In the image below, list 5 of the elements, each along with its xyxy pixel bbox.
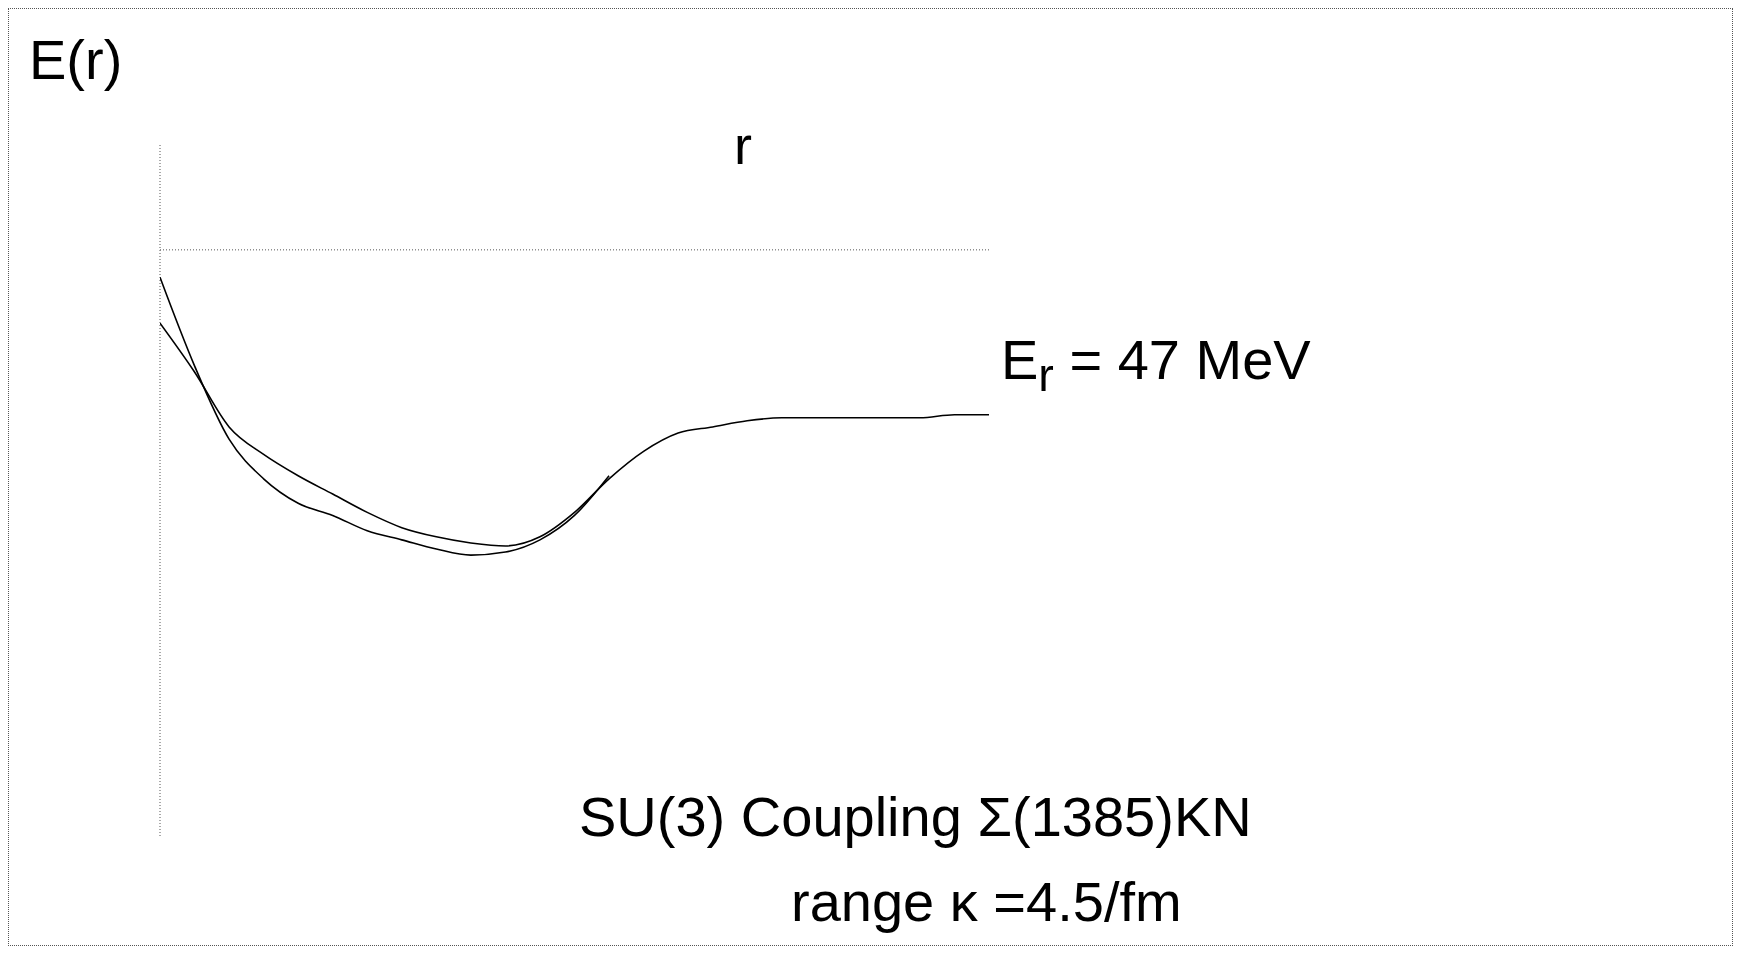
text: range κ =4.5/fm [791,869,1182,934]
text: E$_{r}$ = 47 MeV [1001,327,1311,403]
y-axis-title: E(r) [29,27,123,92]
text: SU(3) Coupling Σ(1385)KN [579,784,1252,849]
x-axis-title: r [734,114,752,176]
